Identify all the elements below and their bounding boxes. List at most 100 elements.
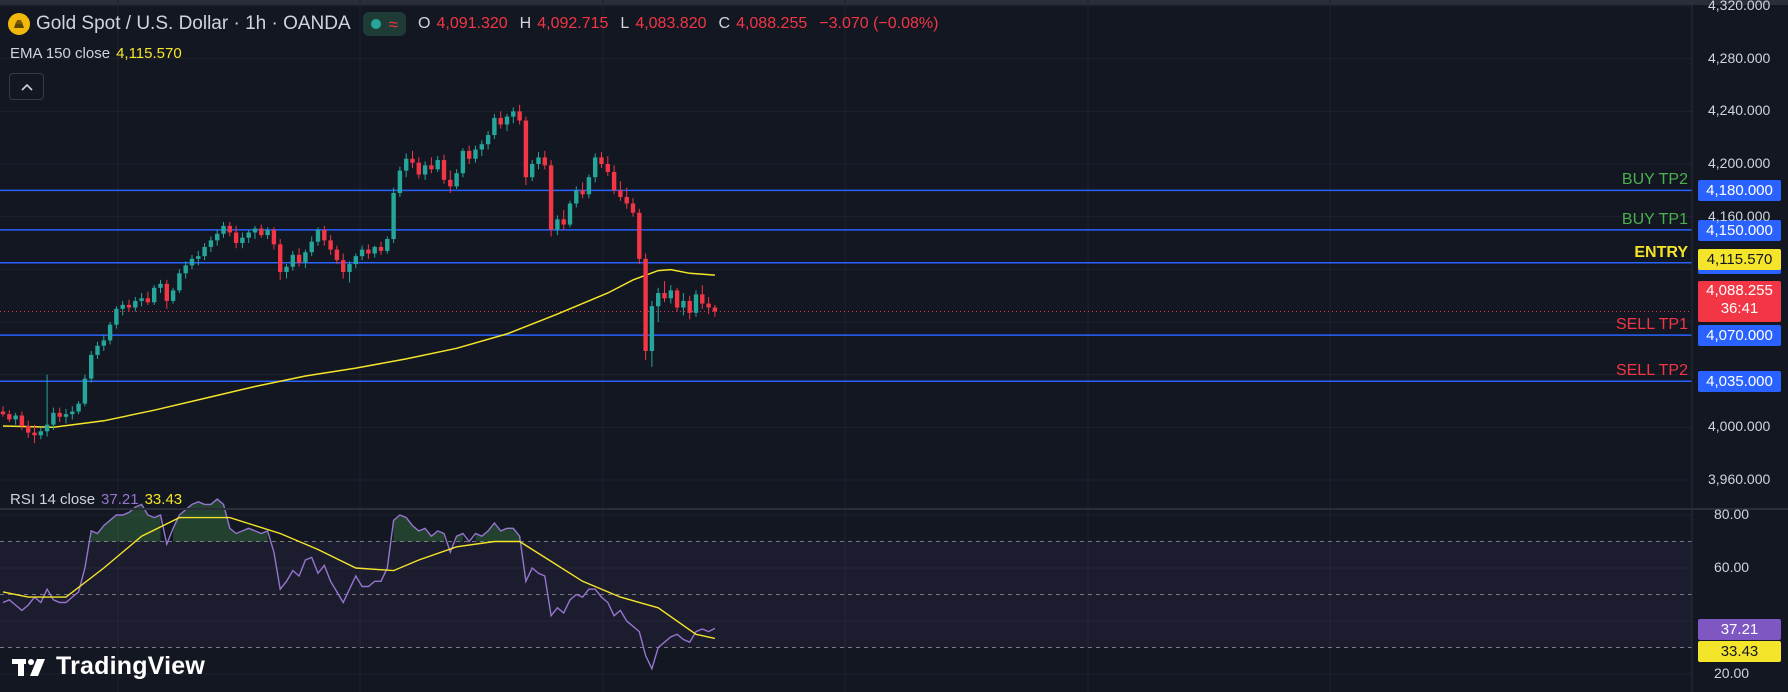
candle-body [189, 258, 195, 266]
candle [674, 287, 680, 312]
candle [460, 148, 466, 178]
candle [687, 295, 692, 320]
collapse-legend-button[interactable] [9, 73, 44, 100]
candle-body [215, 233, 220, 241]
candle [385, 236, 390, 254]
ema-value: 4,115.570 [116, 45, 182, 62]
candle-body [504, 116, 510, 125]
candle-body [164, 283, 169, 301]
candle [643, 253, 648, 361]
rsi-legend[interactable]: RSI 14 close 37.21 33.43 [10, 491, 182, 508]
candle [662, 281, 667, 303]
candle [44, 374, 50, 437]
candle [548, 160, 554, 237]
tradingview-logo[interactable]: TradingView [12, 652, 205, 681]
candle [290, 250, 295, 271]
level-price-tag: 4,070.000 [1698, 325, 1781, 347]
candle [353, 253, 358, 269]
candle-body [706, 303, 711, 308]
candle-body [523, 120, 529, 178]
candle [114, 306, 119, 329]
candle [561, 210, 566, 230]
bar-countdown: 36:41 [1720, 300, 1759, 317]
candle [164, 279, 169, 309]
candle [328, 235, 333, 255]
candle [296, 248, 302, 267]
candle [152, 285, 157, 305]
candle-body [133, 300, 138, 308]
rsi-price-tag: 37.21 [1698, 619, 1781, 640]
price-axis-tick: 4,320.000 [1708, 0, 1771, 13]
candle-body [259, 228, 264, 236]
candle [404, 153, 409, 178]
candle-body [82, 378, 88, 404]
candle [410, 150, 415, 168]
candle-body [467, 150, 472, 159]
candle [422, 161, 428, 180]
rsi-series-line [2, 498, 716, 671]
candle-body [555, 219, 560, 230]
market-open-dot-icon [370, 19, 381, 29]
candle [303, 249, 308, 269]
candle [309, 236, 314, 257]
candle-body [0, 411, 6, 415]
candle-body [536, 157, 541, 164]
candle-body [246, 232, 251, 238]
candle-body [681, 300, 686, 308]
candle-body [372, 246, 377, 254]
candle-body [593, 157, 598, 178]
candle [51, 407, 56, 430]
candle [70, 406, 75, 420]
rsi-label: RSI 14 close [10, 491, 96, 508]
ema-series-line [2, 268, 715, 429]
candle [511, 107, 516, 124]
rsi-axis-tick: 20.00 [1714, 665, 1750, 681]
candle-body [328, 240, 333, 250]
candle-body [19, 415, 25, 427]
candle [366, 244, 371, 259]
candle [82, 374, 88, 407]
candle-body [605, 164, 610, 172]
candle [38, 427, 43, 440]
candle-body [378, 246, 384, 251]
candle [668, 285, 673, 304]
candle-body [624, 196, 629, 204]
candle [517, 104, 522, 125]
candle [95, 341, 100, 359]
candle-body [599, 157, 604, 164]
candle [567, 200, 573, 228]
rsi-band-background [0, 541, 1692, 648]
candle-body [542, 157, 547, 166]
candle-body [656, 293, 661, 307]
market-status-pill[interactable]: ≈ [362, 12, 407, 36]
candle [57, 407, 62, 423]
candle [196, 250, 201, 266]
rsi-overbought-area [91, 504, 161, 542]
candle-body [410, 158, 415, 163]
price-axis-tick: 4,280.000 [1708, 49, 1771, 66]
symbol-title[interactable]: Gold Spot / U.S. Dollar · 1h · OANDA [36, 13, 351, 34]
rsi-bands [0, 541, 1692, 648]
chevron-up-icon [20, 83, 33, 91]
close-value: 4,088.255 [736, 15, 808, 32]
price-axis-tick: 4,200.000 [1708, 155, 1771, 171]
wave-icon: ≈ [388, 14, 399, 34]
candle [13, 412, 18, 425]
candle-body [561, 219, 566, 225]
candle [605, 156, 610, 176]
candle [215, 229, 220, 246]
candle [271, 227, 277, 250]
candle-body [485, 135, 491, 145]
candle [76, 401, 81, 415]
candle-body [687, 300, 692, 313]
price-axis-tick: 4,160.000 [1708, 207, 1771, 224]
candle [536, 152, 541, 170]
candle [681, 293, 686, 316]
candle-body [145, 298, 151, 303]
level-lines [0, 189, 1692, 382]
rsi-line [2, 498, 716, 671]
ema-legend[interactable]: EMA 150 close 4,115.570 [10, 45, 182, 62]
candle [391, 187, 396, 243]
candle [315, 227, 321, 246]
